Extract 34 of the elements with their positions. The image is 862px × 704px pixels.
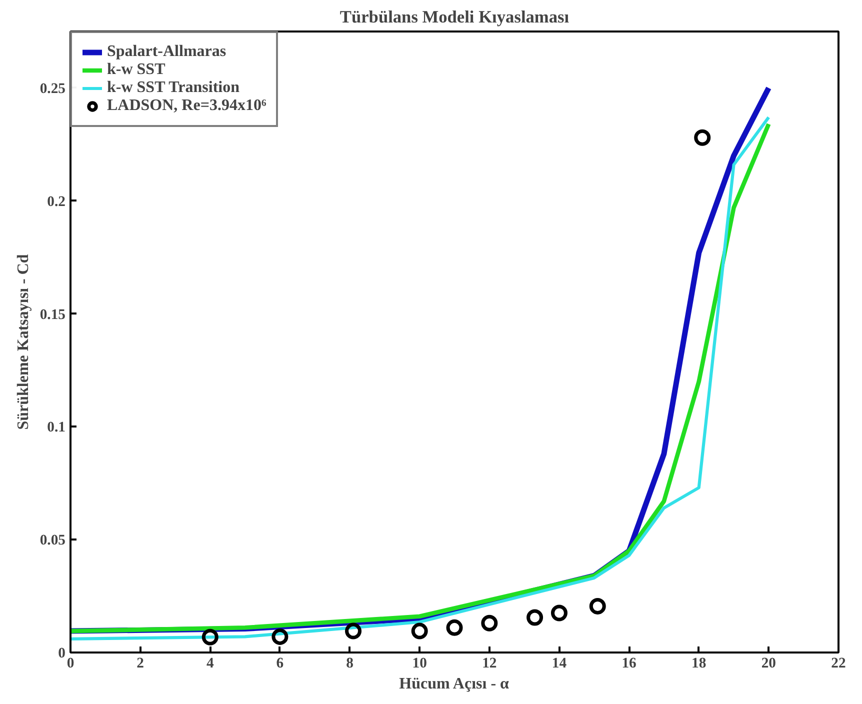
y-tick-label: 0.15	[40, 306, 66, 323]
point	[202, 628, 218, 646]
x-axis-title: Hücum Açısı - α	[399, 676, 510, 692]
x-tick-label: 4	[206, 656, 214, 672]
x-tick-label: 22	[831, 656, 846, 672]
x-tick-label: 18	[692, 656, 706, 672]
legend-label: k-w SST Transition	[107, 79, 240, 97]
y-tick-label: 0.05	[40, 532, 66, 549]
x-tick-label: 20	[761, 656, 776, 672]
y-tick-label: 0.1	[47, 420, 66, 436]
x-tick-label: 16	[622, 656, 636, 672]
legend-label: k-w SST	[107, 61, 166, 79]
point	[589, 598, 606, 614]
point	[550, 604, 568, 622]
x-tick-label: 2	[136, 656, 144, 672]
point	[272, 628, 288, 645]
point	[446, 619, 463, 636]
legend-label: Spalart-Allmaras	[107, 43, 226, 61]
chart-title: Türbülans Modeli Kıyaslaması	[340, 8, 570, 26]
x-tick-label: 6	[276, 656, 284, 672]
y-tick-label: 0.25	[40, 80, 66, 97]
y-tick-label: 0	[58, 646, 66, 662]
x-tick-label: 14	[552, 656, 568, 672]
point	[481, 614, 498, 632]
x-tick-label: 10	[412, 656, 427, 672]
point	[345, 622, 362, 640]
x-tick-label: 12	[482, 656, 497, 672]
point	[526, 609, 544, 626]
y-tick-label: 0.2	[47, 194, 66, 210]
y-axis-title: Sürükleme Katsayısı - Cd	[14, 254, 32, 430]
point	[411, 622, 428, 640]
legend-label: LADSON, Re=3.94x10⁶	[107, 97, 266, 115]
point	[694, 129, 711, 146]
x-tick-label: 8	[346, 656, 354, 672]
